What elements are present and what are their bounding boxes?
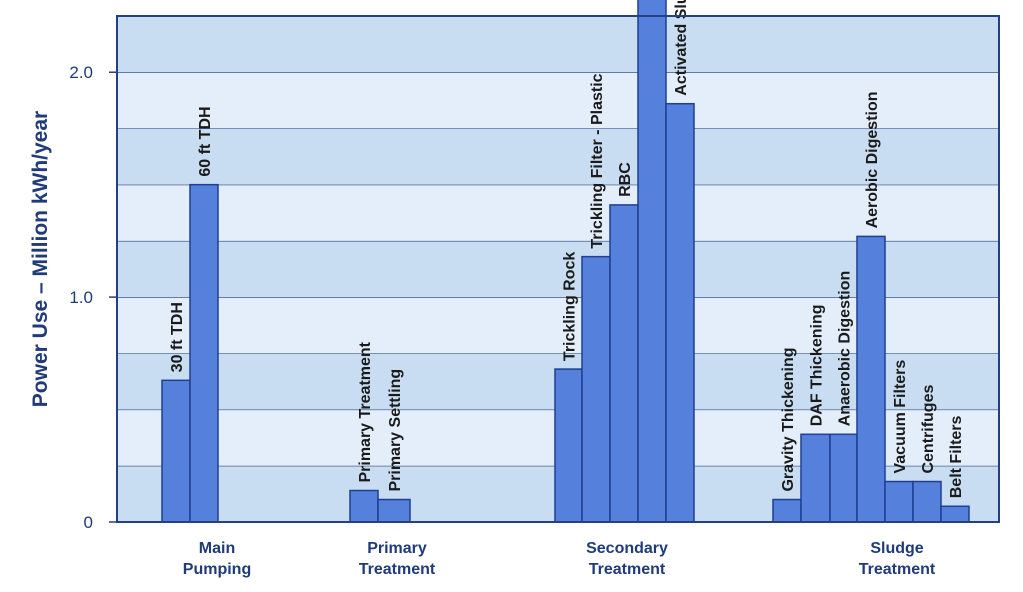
group-label: Secondary Treatment <box>586 540 668 578</box>
x-axis-group-labels: Main Pumping Primary Treatment Secondary Trea… <box>183 540 936 578</box>
y-tick-label: 2.0 <box>69 63 93 82</box>
bar <box>349 489 379 523</box>
bar-label: Trickling Rock <box>562 252 579 361</box>
group-label: Sludge Treatment <box>859 540 936 578</box>
band <box>117 16 999 73</box>
bar <box>581 255 611 523</box>
bar <box>637 0 667 523</box>
bar-label: Activated Sludge – Fine Bubble <box>673 0 690 96</box>
y-tick-label: 1.0 <box>69 288 93 307</box>
bar-label: DAF Thickening <box>809 305 826 427</box>
bar <box>554 368 583 523</box>
bar-label: Aerobic Digestion <box>864 91 881 228</box>
bars-layer <box>161 0 970 523</box>
bar <box>829 433 858 523</box>
y-axis-label: Power Use – Million kWh/year <box>29 111 52 407</box>
bar <box>884 480 914 523</box>
bar-label: Belt Filters <box>948 415 965 498</box>
group-label: Main Pumping <box>183 540 251 578</box>
bar <box>161 379 191 523</box>
band <box>117 297 999 354</box>
bar-label: Gravity Thickening <box>780 347 797 491</box>
y-tick-label: 0 <box>84 513 93 532</box>
bar-label: Anaerobic Digestion <box>837 271 854 427</box>
bar <box>665 102 695 523</box>
bar-labels-layer: 30 ft TDH 60 ft TDH Primary Treatment Prima… <box>169 0 965 498</box>
bar-label: 30 ft TDH <box>169 302 186 372</box>
bar-label: Primary Settling <box>387 369 404 492</box>
bar-label: RBC <box>617 162 634 197</box>
bar <box>189 183 219 523</box>
bar-label: 60 ft TDH <box>197 106 214 176</box>
bar <box>377 498 411 523</box>
bar <box>912 480 942 523</box>
bar <box>940 505 970 523</box>
bar-label: Centrifuges <box>920 385 937 474</box>
plot-frame <box>116 15 1000 523</box>
bar <box>800 433 831 523</box>
bar <box>609 204 639 523</box>
band <box>117 72 999 129</box>
band <box>117 240 999 298</box>
bar-label: Primary Treatment <box>357 341 374 482</box>
bar <box>856 235 886 523</box>
bar <box>772 498 802 523</box>
band <box>117 184 999 241</box>
bar-label: Trickling Filter - Plastic <box>589 73 606 248</box>
group-label: Primary Treatment <box>359 540 436 578</box>
bar-label: Vacuum Filters <box>892 360 909 474</box>
band <box>117 128 999 185</box>
y-axis-ticks: 0 1.0 2.0 <box>69 63 117 532</box>
